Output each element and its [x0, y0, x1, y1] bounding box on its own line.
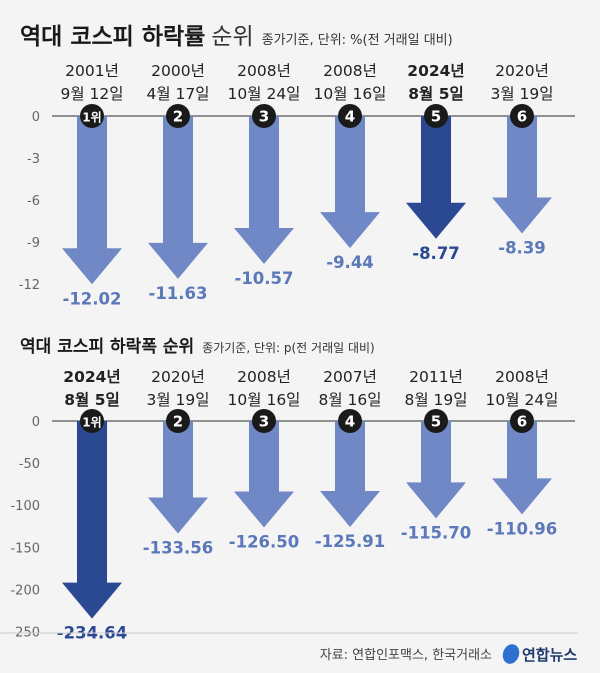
category-label: 2007년 — [323, 368, 377, 386]
rank-badge — [510, 104, 534, 128]
chart-1: 역대 코스피 하락률 순위 종가기준, 단위: %(전 거래일 대비) 0 -3 -6 -9… — [19, 24, 575, 308]
rank-label: 4 — [345, 108, 355, 126]
arrow-bar — [492, 421, 552, 515]
category-label: 10월 16일 — [314, 85, 387, 103]
category-label: 2020년 — [495, 62, 549, 80]
rank-label: 6 — [517, 108, 527, 126]
rank-badge — [166, 409, 190, 433]
logo-text: 연합뉴스 — [522, 646, 577, 664]
value-label: -8.77 — [412, 244, 460, 263]
arrow-bar — [234, 421, 294, 528]
y-tick-label: -12 — [19, 278, 40, 293]
y-tick-label: -50 — [19, 457, 40, 472]
rank-label: 1위 — [82, 416, 101, 430]
chart-title: 역대 코스피 하락률 순위 종가기준, 단위: %(전 거래일 대비) — [20, 24, 453, 50]
rank-badge — [338, 409, 362, 433]
rank-badge — [166, 104, 190, 128]
y-tick-label: -3 — [27, 152, 40, 167]
arrow-bar — [492, 116, 552, 234]
arrow-bar — [148, 421, 208, 534]
rank-label: 5 — [431, 413, 441, 431]
y-tick-label: -9 — [27, 236, 40, 251]
chart-subtitle: 종가기준, 단위: %(전 거래일 대비) — [262, 33, 453, 48]
category-label: 3월 19일 — [146, 391, 209, 409]
value-label: -110.96 — [487, 519, 558, 538]
source-text: 자료: 연합인포맥스, 한국거래소 — [320, 648, 492, 663]
rank-label: 4 — [345, 413, 355, 431]
arrow-bar — [62, 116, 122, 285]
arrow-bar — [234, 116, 294, 264]
category-label: 2024년 — [407, 61, 464, 80]
rank-label: 2 — [173, 108, 183, 126]
category-label: 8월 5일 — [408, 85, 464, 103]
rank-badge — [338, 104, 362, 128]
arrow-bar — [320, 116, 380, 249]
rank-badge — [424, 409, 448, 433]
chart-title-suffix: 순위 — [211, 24, 253, 50]
rank-label: 1위 — [82, 111, 101, 125]
y-tick-label: -200 — [10, 583, 40, 598]
chart-subtitle: 종가기준, 단위: p(전 거래일 대비) — [202, 341, 375, 355]
rank-badge — [80, 409, 104, 433]
rank-badge — [252, 409, 276, 433]
category-label: 8월 5일 — [64, 391, 120, 409]
category-label: 10월 24일 — [228, 85, 301, 103]
y-tick-label: 0 — [32, 110, 40, 125]
rank-label: 6 — [517, 413, 527, 431]
category-label: 2008년 — [237, 62, 291, 80]
arrow-bar — [62, 421, 122, 619]
rank-badge — [510, 409, 534, 433]
arrow-bar — [320, 421, 380, 528]
value-label: -8.39 — [498, 238, 546, 257]
yonhap-logo: 연합뉴스 — [502, 644, 577, 664]
category-label: 2008년 — [495, 368, 549, 386]
value-label: -10.57 — [234, 269, 293, 288]
value-label: -12.02 — [62, 289, 121, 308]
y-tick-label: -100 — [10, 499, 40, 514]
rank-badge — [252, 104, 276, 128]
arrow-bar — [406, 421, 466, 519]
rank-label: 2 — [173, 413, 183, 431]
category-label: 10월 24일 — [486, 391, 559, 409]
category-label: 2011년 — [409, 368, 463, 386]
y-tick-label: 0 — [32, 415, 40, 430]
chart-title-main: 역대 코스피 하락폭 순위 — [20, 337, 194, 357]
y-tick-label: -6 — [27, 194, 40, 209]
category-label: 2020년 — [151, 368, 205, 386]
rank-badge — [80, 104, 104, 128]
category-label: 8월 16일 — [318, 391, 381, 409]
value-label: -115.70 — [401, 523, 472, 542]
rank-label: 3 — [259, 413, 269, 431]
value-label: -126.50 — [229, 533, 300, 552]
value-label: -11.63 — [148, 284, 207, 303]
chart-title: 역대 코스피 하락폭 순위 종가기준, 단위: p(전 거래일 대비) — [20, 337, 375, 357]
value-label: -133.56 — [143, 538, 214, 557]
rank-badge — [424, 104, 448, 128]
category-label: 4월 17일 — [146, 85, 209, 103]
category-label: 2008년 — [237, 368, 291, 386]
arrow-bar — [148, 116, 208, 279]
value-label: -125.91 — [315, 532, 386, 551]
category-label: 2024년 — [63, 367, 120, 386]
rank-label: 3 — [259, 108, 269, 126]
category-label: 3월 19일 — [490, 85, 553, 103]
logo-icon — [502, 644, 520, 664]
rank-label: 5 — [431, 108, 441, 126]
category-label: 10월 16일 — [228, 391, 301, 409]
value-label: -9.44 — [326, 253, 374, 272]
y-tick-label: -150 — [10, 541, 40, 556]
chart-2: 역대 코스피 하락폭 순위 종가기준, 단위: p(전 거래일 대비) 0 -50 -1… — [10, 337, 575, 643]
category-label: 2008년 — [323, 62, 377, 80]
arrow-bar — [406, 116, 466, 239]
category-label: 2000년 — [151, 62, 205, 80]
category-label: 8월 19일 — [404, 391, 467, 409]
category-label: 9월 12일 — [60, 85, 123, 103]
category-label: 2001년 — [65, 62, 119, 80]
chart-title-main: 역대 코스피 하락률 — [20, 24, 205, 50]
